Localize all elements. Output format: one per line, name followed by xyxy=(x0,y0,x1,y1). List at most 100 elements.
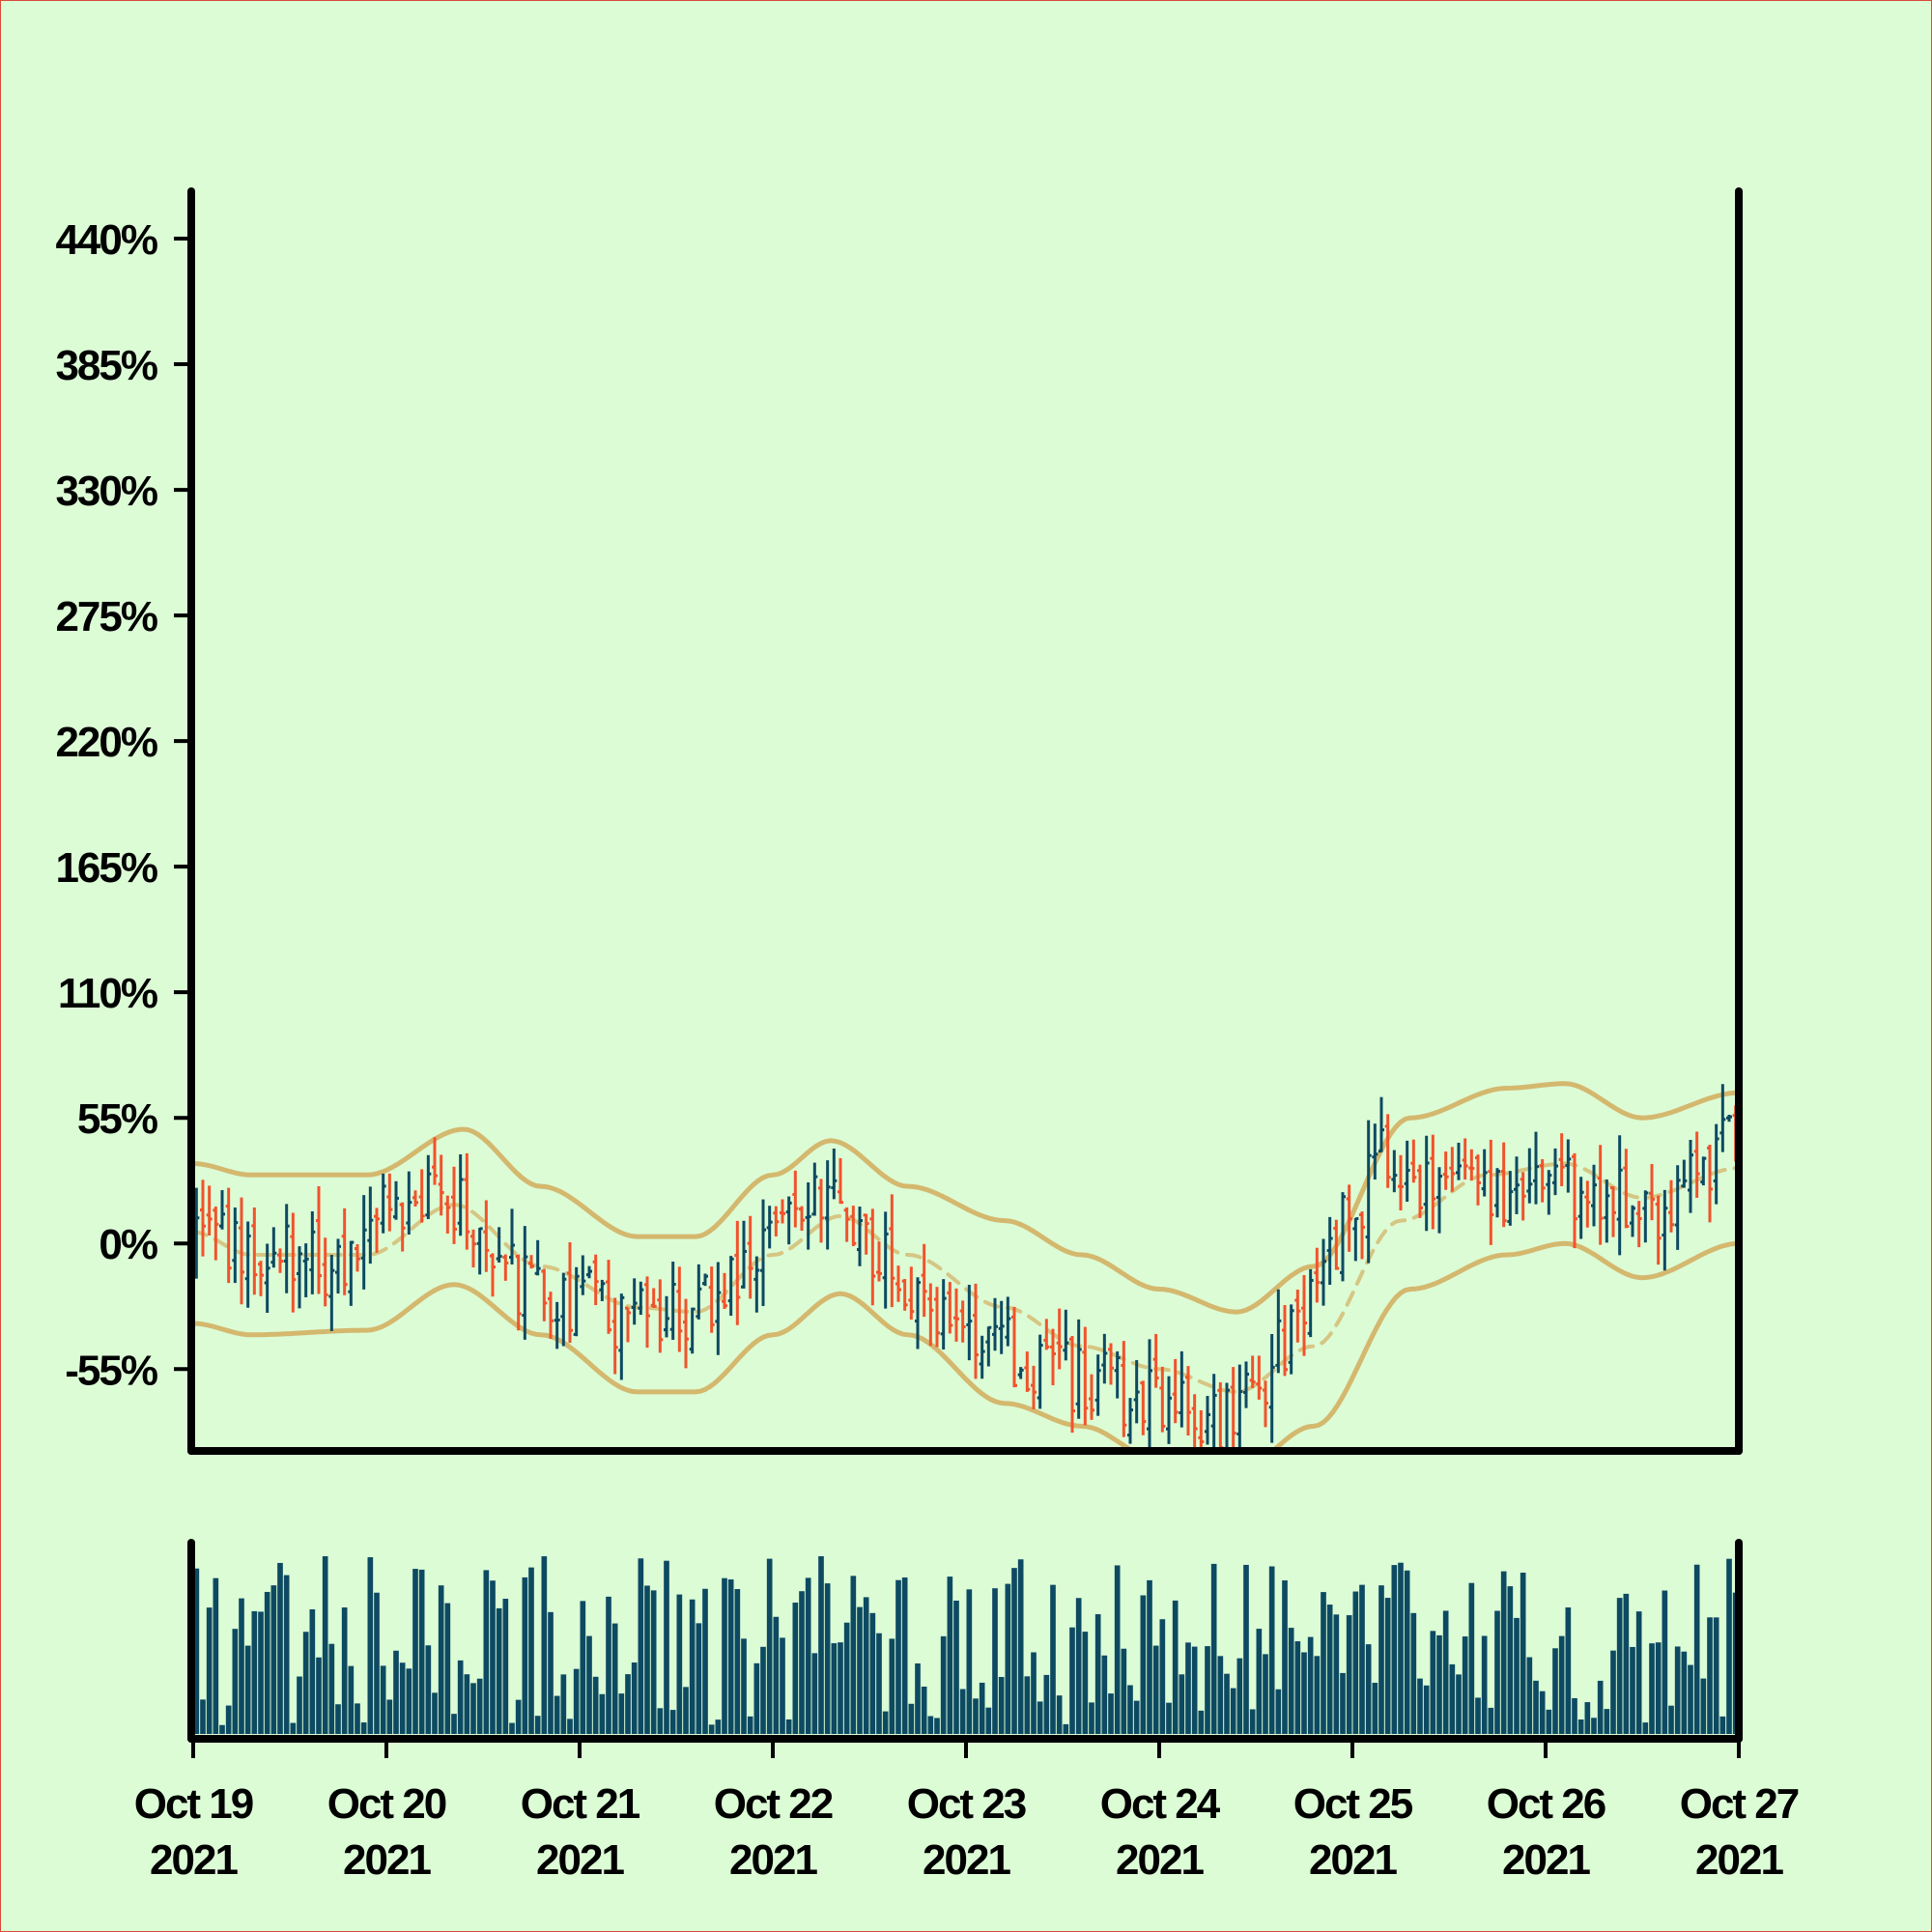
volume-bar xyxy=(399,1662,406,1734)
volume-bar xyxy=(1275,1689,1282,1734)
volume-bar xyxy=(534,1716,541,1734)
volume-bar xyxy=(1398,1562,1404,1734)
ohlc-bar xyxy=(882,1211,889,1309)
volume-bar xyxy=(1314,1656,1321,1734)
x-tick-label-date: Oct 19 xyxy=(134,1780,253,1828)
volume-bar xyxy=(838,1642,843,1734)
ohlc-bar xyxy=(1391,1150,1398,1193)
ohlc-bar xyxy=(727,1256,734,1317)
volume-bar xyxy=(934,1718,940,1734)
x-tick-label-year: 2021 xyxy=(923,1836,1010,1884)
ohlc-bar xyxy=(1468,1149,1475,1180)
volume-bar xyxy=(1011,1568,1017,1734)
middle-band-line xyxy=(193,1161,1739,1394)
ohlc-bar xyxy=(1333,1219,1340,1270)
ohlc-bar xyxy=(1604,1179,1610,1243)
ohlc-bar xyxy=(780,1199,785,1224)
volume-bar xyxy=(219,1724,225,1734)
volume-bar xyxy=(1224,1673,1230,1734)
ohlc-bar xyxy=(1075,1319,1082,1419)
ohlc-bar xyxy=(470,1229,476,1268)
ohlc-bar xyxy=(1662,1189,1668,1271)
ohlc-bar xyxy=(328,1254,335,1331)
ohlc-bar xyxy=(1449,1147,1456,1192)
volume-bar xyxy=(264,1591,270,1734)
ohlc-bar xyxy=(1552,1148,1558,1196)
volume-bar xyxy=(599,1693,606,1734)
volume-bar xyxy=(1075,1598,1082,1734)
ohlc-bar xyxy=(200,1179,206,1257)
volume-bar xyxy=(1114,1565,1121,1734)
ohlc-bar xyxy=(773,1206,780,1236)
volume-bar xyxy=(244,1645,251,1734)
ohlc-bar xyxy=(432,1137,438,1185)
x-tick-label-year: 2021 xyxy=(729,1836,817,1884)
x-axis-ticks: Oct 19 2021 Oct 20 2021 Oct 21 2021 Oct 22 2021… xyxy=(134,1739,1801,1884)
ohlc-bar xyxy=(1282,1304,1288,1377)
ohlc-bar xyxy=(831,1148,838,1200)
ohlc-bar xyxy=(1263,1380,1268,1428)
volume-bar xyxy=(1552,1648,1558,1734)
x-tick-label-date: Oct 23 xyxy=(907,1780,1026,1828)
ohlc-bar xyxy=(483,1200,490,1272)
volume-bar xyxy=(1127,1685,1133,1734)
volume-bar xyxy=(785,1719,792,1734)
ohlc-bar xyxy=(502,1254,509,1281)
volume-bar xyxy=(618,1693,625,1734)
ohlc-bar xyxy=(689,1307,696,1354)
ohlc-bar xyxy=(998,1300,1005,1354)
volume-bar xyxy=(1210,1563,1217,1734)
ohlc-bar xyxy=(1314,1247,1321,1303)
ohlc-bar xyxy=(1423,1135,1430,1232)
volume-bar xyxy=(1359,1584,1365,1734)
ohlc-bar xyxy=(592,1254,599,1306)
volume-bar xyxy=(1391,1565,1398,1734)
ohlc-bar xyxy=(1404,1140,1410,1202)
ohlc-bar xyxy=(496,1227,502,1263)
ohlc-bar xyxy=(270,1227,277,1268)
volume-bar xyxy=(541,1556,548,1734)
volume-bar xyxy=(689,1599,696,1734)
volume-bar xyxy=(664,1560,669,1734)
volume-bar xyxy=(309,1608,316,1734)
ohlc-bar xyxy=(283,1204,290,1293)
ohlc-bar xyxy=(1243,1361,1249,1408)
y-tick-label: 110% xyxy=(58,970,157,1017)
ohlc-bar xyxy=(206,1185,213,1236)
volume-bar xyxy=(393,1650,399,1734)
volume-bar xyxy=(1017,1559,1024,1734)
volume-bar xyxy=(580,1601,586,1734)
lower-band-line xyxy=(193,1240,1739,1449)
ohlc-bar xyxy=(1037,1334,1043,1409)
volume-bar xyxy=(1056,1695,1063,1734)
ohlc-bar xyxy=(1089,1374,1094,1420)
volume-bar xyxy=(592,1676,599,1734)
ohlc-bar xyxy=(915,1277,921,1350)
volume-bar xyxy=(1436,1634,1442,1734)
volume-bar xyxy=(1423,1685,1430,1734)
volume-bar xyxy=(1243,1564,1249,1734)
ohlc-bar xyxy=(1655,1195,1662,1265)
ohlc-bar xyxy=(1082,1326,1089,1426)
volume-bar xyxy=(490,1580,496,1734)
volume-bar xyxy=(1294,1641,1301,1734)
volume-bar xyxy=(1179,1674,1185,1734)
volume-bar xyxy=(1591,1718,1597,1734)
ohlc-bar xyxy=(696,1264,702,1320)
x-tick-label-year: 2021 xyxy=(1502,1836,1590,1884)
ohlc-bar xyxy=(676,1266,683,1352)
volume-bar xyxy=(818,1556,824,1734)
volume-bar xyxy=(560,1674,567,1734)
volume-bar xyxy=(606,1596,611,1734)
ohlc-bar xyxy=(940,1279,947,1350)
ohlc-bar xyxy=(785,1196,792,1245)
ohlc-bar xyxy=(818,1179,824,1243)
ohlc-bar xyxy=(1616,1135,1623,1256)
ohlc-bar xyxy=(386,1173,393,1232)
ohlc-bar xyxy=(1063,1309,1069,1361)
volume-bar xyxy=(1037,1701,1043,1734)
ohlc-bar xyxy=(1101,1333,1108,1384)
ohlc-bar xyxy=(1668,1179,1674,1233)
ohlc-bar xyxy=(753,1256,760,1313)
volume-bar xyxy=(799,1591,805,1734)
